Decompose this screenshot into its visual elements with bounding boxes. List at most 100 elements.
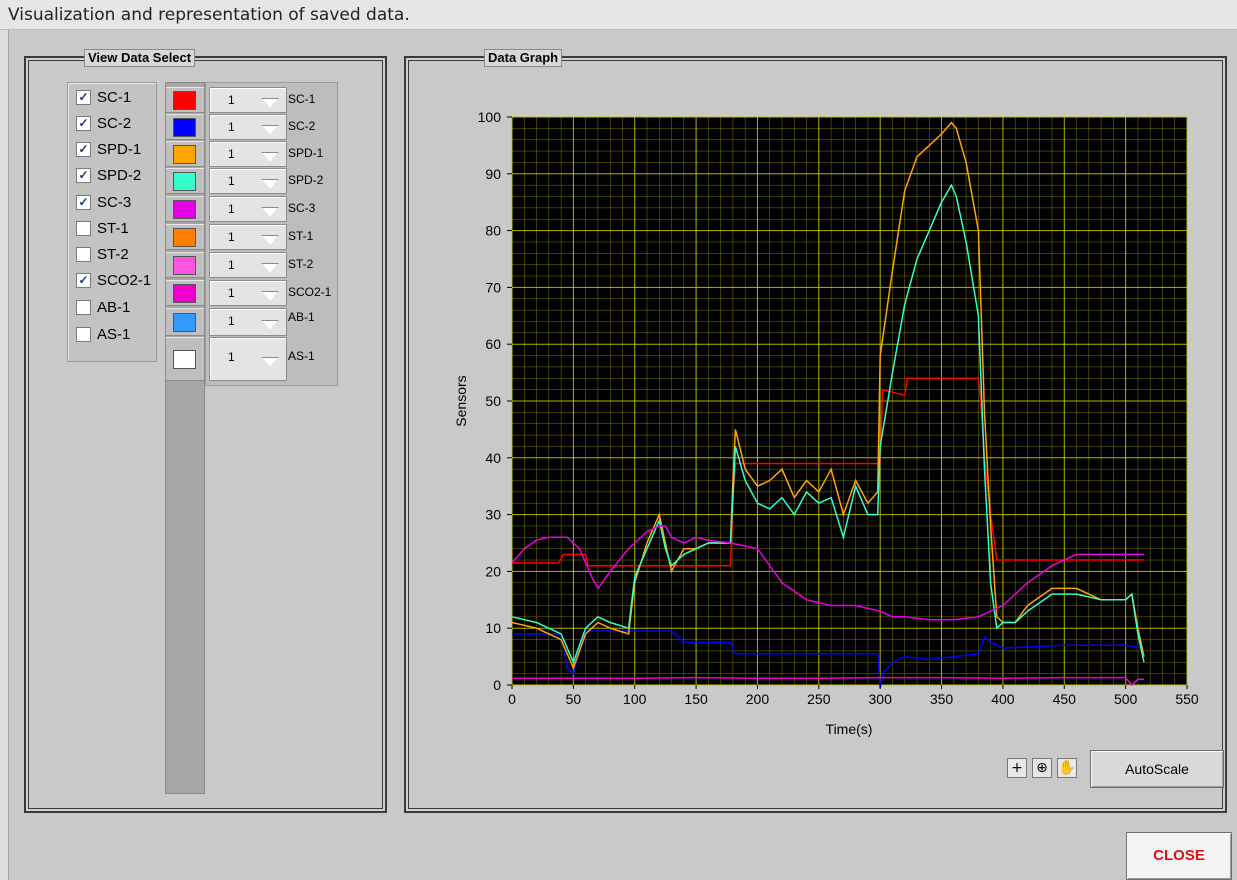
- checkbox-checked[interactable]: ✓: [76, 167, 91, 183]
- checkbox-checked[interactable]: ✓: [76, 194, 91, 210]
- sensor-color-swatch[interactable]: [173, 313, 196, 332]
- checkbox-unchecked[interactable]: [76, 220, 91, 236]
- dropdown-arrow-fill: [262, 180, 278, 189]
- dropdown-value: 1: [228, 258, 235, 272]
- dropdown-arrow-fill: [262, 208, 278, 217]
- sensor-color-swatch[interactable]: [173, 284, 196, 303]
- sensor-color-swatch[interactable]: [173, 228, 196, 247]
- sensor-checkbox-label: ST-1: [97, 219, 129, 237]
- close-button[interactable]: CLOSE: [1126, 832, 1232, 880]
- sensor-color-swatch[interactable]: [173, 118, 196, 137]
- sensor-checkbox-label: ST-2: [97, 245, 129, 263]
- sensor-scale-list: 1 SC-1 1 SC-2 1 SPD-1 1 SPD-2 1 SC-3 1 ST-1 1 ST-2 1 SC…: [205, 82, 338, 386]
- dropdown-value: 1: [228, 350, 235, 364]
- sensor-color-cell: [166, 224, 204, 250]
- dropdown-arrow-fill: [262, 321, 278, 330]
- sensor-checkbox-row[interactable]: ST-2: [76, 244, 129, 264]
- sensor-color-cell: [166, 337, 204, 381]
- sensor-checkbox-row[interactable]: ✓ SC-1: [76, 87, 131, 107]
- sensor-checkbox-row[interactable]: ✓ SC-2: [76, 113, 131, 133]
- dropdown-value: 1: [228, 286, 235, 300]
- dropdown-arrow-fill: [262, 126, 278, 135]
- sensor-scale-dropdown[interactable]: 1: [209, 114, 287, 140]
- sensor-checkbox-row[interactable]: ✓ SPD-2: [76, 165, 141, 185]
- sensor-color-cell: [166, 87, 204, 113]
- dropdown-value: 1: [228, 174, 235, 188]
- sensor-color-cell: [166, 141, 204, 167]
- sensor-color-cell: [166, 114, 204, 140]
- sensor-scale-dropdown[interactable]: 1: [209, 196, 287, 222]
- sensor-scale-label: SC-1: [288, 92, 316, 106]
- autoscale-button[interactable]: AutoScale: [1090, 750, 1224, 788]
- sensor-color-swatch[interactable]: [173, 172, 196, 191]
- sensor-checkbox-label: SPD-2: [97, 166, 142, 184]
- sensor-checkbox-label: AS-1: [97, 325, 131, 343]
- sensor-scale-dropdown[interactable]: 1: [209, 224, 287, 250]
- sensor-scale-label: ST-1: [288, 229, 314, 243]
- sensor-color-cell: [166, 280, 204, 306]
- checkbox-checked[interactable]: ✓: [76, 115, 91, 131]
- sensor-scale-dropdown[interactable]: 1: [209, 280, 287, 306]
- sensor-scale-label: SCO2-1: [288, 285, 332, 299]
- sensor-color-cell: [166, 308, 204, 336]
- sensor-scale-label: SC-2: [288, 119, 316, 133]
- sensor-checkbox-row[interactable]: ✓ SCO2-1: [76, 270, 151, 290]
- sensor-checkbox-row[interactable]: ✓ SPD-1: [76, 139, 141, 159]
- dropdown-value: 1: [228, 230, 235, 244]
- dropdown-value: 1: [228, 93, 235, 107]
- sensor-checkbox-row[interactable]: AS-1: [76, 324, 130, 344]
- pan-hand-icon[interactable]: ✋: [1057, 758, 1077, 778]
- sensor-checkbox-label: SCO2-1: [97, 271, 152, 289]
- data-graph-title: Data Graph: [484, 49, 563, 67]
- sensor-color-swatch[interactable]: [173, 200, 196, 219]
- dropdown-arrow-fill: [262, 292, 278, 301]
- sensor-checkbox-row[interactable]: ST-1: [76, 218, 129, 238]
- crosshair-cursor-icon[interactable]: +: [1007, 758, 1027, 778]
- checkbox-unchecked[interactable]: [76, 299, 91, 315]
- sensor-color-cell: [166, 196, 204, 222]
- checkbox-checked[interactable]: ✓: [76, 89, 91, 105]
- checkbox-checked[interactable]: ✓: [76, 141, 91, 157]
- sensor-color-cell: [166, 252, 204, 278]
- dropdown-arrow-fill: [262, 236, 278, 245]
- dropdown-value: 1: [228, 314, 235, 328]
- dropdown-arrow-fill: [262, 264, 278, 273]
- dropdown-arrow-fill: [262, 358, 278, 367]
- data-graph-panel: Data Graph: [404, 49, 1227, 813]
- sensor-color-swatch[interactable]: [173, 350, 196, 369]
- left-edge: [0, 30, 9, 880]
- sensor-color-swatch[interactable]: [173, 256, 196, 275]
- sensor-color-cell: [166, 168, 204, 194]
- sensor-scale-dropdown[interactable]: 1: [209, 168, 287, 194]
- sensor-scale-dropdown[interactable]: 1: [209, 252, 287, 278]
- sensor-scale-dropdown[interactable]: 1: [209, 337, 287, 381]
- window-title: Visualization and representation of save…: [8, 5, 410, 25]
- checkbox-checked[interactable]: ✓: [76, 272, 91, 288]
- dropdown-value: 1: [228, 202, 235, 216]
- view-data-select-title: View Data Select: [84, 49, 196, 67]
- graph-toolbar: + ⊕ ✋: [1007, 758, 1087, 778]
- sensor-scale-label: AB-1: [288, 310, 315, 324]
- sensor-checkbox-list: ✓ SC-1 ✓ SC-2 ✓ SPD-1 ✓ SPD-2 ✓ SC-3 ST-1 ST-2 ✓ SCO2…: [67, 82, 157, 362]
- sensor-checkbox-label: SPD-1: [97, 140, 142, 158]
- sensor-color-swatch[interactable]: [173, 145, 196, 164]
- sensor-scale-label: SC-3: [288, 201, 316, 215]
- sensor-checkbox-label: SC-2: [97, 114, 132, 132]
- dropdown-arrow-fill: [262, 153, 278, 162]
- checkbox-unchecked[interactable]: [76, 246, 91, 262]
- sensor-checkbox-label: SC-1: [97, 88, 132, 106]
- sensor-scale-label: AS-1: [288, 349, 315, 363]
- sensor-checkbox-row[interactable]: ✓ SC-3: [76, 192, 131, 212]
- window-title-bar: Visualization and representation of save…: [0, 0, 1237, 30]
- dropdown-value: 1: [228, 147, 235, 161]
- sensor-color-list: [165, 82, 205, 794]
- dropdown-value: 1: [228, 120, 235, 134]
- checkbox-unchecked[interactable]: [76, 326, 91, 342]
- sensor-scale-dropdown[interactable]: 1: [209, 87, 287, 113]
- sensor-scale-dropdown[interactable]: 1: [209, 141, 287, 167]
- sensor-color-swatch[interactable]: [173, 91, 196, 110]
- sensor-checkbox-row[interactable]: AB-1: [76, 297, 130, 317]
- sensor-checkbox-label: AB-1: [97, 298, 131, 316]
- sensor-scale-dropdown[interactable]: 1: [209, 308, 287, 336]
- zoom-icon[interactable]: ⊕: [1032, 758, 1052, 778]
